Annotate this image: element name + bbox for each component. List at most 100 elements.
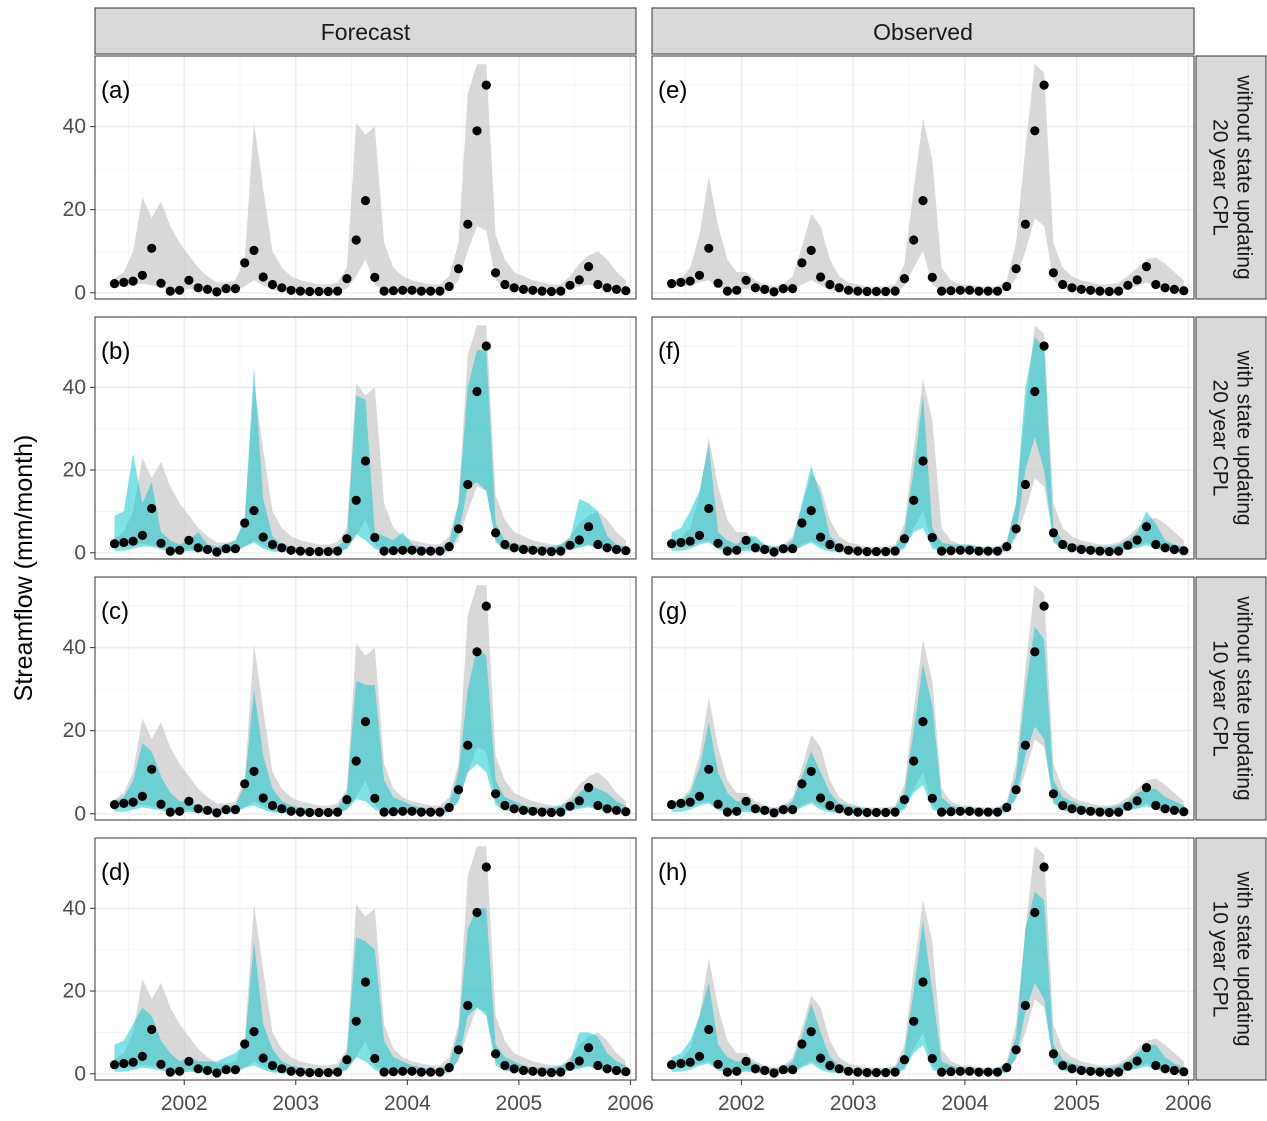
y-tick-label: 20 bbox=[63, 980, 86, 1003]
data-point bbox=[1132, 275, 1142, 285]
data-point bbox=[611, 805, 622, 816]
data-point bbox=[165, 807, 175, 817]
data-point bbox=[955, 1066, 965, 1076]
data-point bbox=[750, 804, 761, 814]
data-point bbox=[722, 807, 733, 817]
data-point bbox=[537, 1067, 547, 1077]
data-point bbox=[175, 285, 185, 295]
panel-label-4-2: (h) bbox=[658, 859, 687, 886]
data-point bbox=[370, 272, 380, 282]
data-point bbox=[351, 1016, 361, 1026]
data-point bbox=[1095, 807, 1105, 817]
data-point bbox=[147, 503, 157, 514]
data-point bbox=[137, 530, 147, 541]
data-point bbox=[713, 278, 723, 288]
data-point bbox=[834, 1064, 844, 1074]
data-point bbox=[147, 1024, 157, 1035]
data-point bbox=[1123, 1061, 1133, 1071]
data-point bbox=[221, 544, 231, 554]
data-point bbox=[481, 341, 491, 351]
data-point bbox=[816, 793, 826, 803]
data-point bbox=[323, 286, 333, 297]
data-point bbox=[518, 1065, 529, 1076]
data-point bbox=[416, 1067, 426, 1077]
data-point bbox=[937, 807, 947, 817]
data-point bbox=[1030, 907, 1040, 918]
teal-band-2-2 bbox=[671, 337, 1184, 553]
data-point bbox=[518, 805, 529, 816]
data-point bbox=[528, 806, 538, 816]
y-tick-label: 0 bbox=[74, 541, 86, 564]
panel-border-3-2 bbox=[651, 576, 1195, 821]
data-point bbox=[611, 1065, 622, 1076]
panel-label-2-2: (f) bbox=[658, 338, 681, 365]
data-point bbox=[1160, 1064, 1170, 1074]
data-point bbox=[1151, 1060, 1161, 1071]
data-point bbox=[286, 545, 296, 555]
data-point bbox=[267, 279, 278, 290]
teal-band-3-1 bbox=[114, 647, 626, 814]
y-tick-label: 40 bbox=[63, 376, 86, 399]
data-point bbox=[407, 806, 417, 816]
data-point bbox=[602, 804, 612, 814]
y-tick-label: 20 bbox=[63, 719, 86, 742]
data-point bbox=[360, 977, 371, 987]
data-point bbox=[509, 543, 519, 553]
data-point bbox=[676, 798, 686, 809]
panel-4-2: (h) bbox=[651, 837, 1195, 1081]
x-tick-label: 2003 bbox=[272, 1092, 319, 1115]
data-point bbox=[128, 536, 138, 546]
column-strip-2 bbox=[651, 7, 1195, 55]
data-point bbox=[453, 785, 464, 795]
data-point bbox=[342, 534, 352, 544]
data-point bbox=[862, 807, 872, 818]
y-tick-label: 0 bbox=[74, 802, 86, 825]
data-point bbox=[621, 807, 631, 817]
data-point bbox=[156, 278, 166, 288]
row-strip-label-4-1: with state updating bbox=[1233, 870, 1256, 1046]
data-point bbox=[741, 535, 751, 546]
y-tick-label: 40 bbox=[63, 897, 86, 920]
data-point bbox=[165, 286, 175, 296]
data-point bbox=[1179, 286, 1189, 296]
data-point bbox=[398, 545, 408, 555]
data-point bbox=[1076, 805, 1086, 816]
data-point bbox=[1011, 524, 1021, 534]
data-point bbox=[694, 1051, 705, 1061]
data-point bbox=[676, 537, 686, 548]
data-point bbox=[741, 796, 751, 806]
data-point bbox=[360, 196, 371, 206]
data-point bbox=[528, 1066, 538, 1076]
data-point bbox=[137, 1051, 147, 1061]
data-point bbox=[685, 797, 695, 807]
data-point bbox=[946, 286, 956, 296]
data-point bbox=[685, 276, 695, 286]
data-point bbox=[574, 535, 584, 545]
column-strip-1 bbox=[94, 7, 637, 55]
data-point bbox=[546, 1068, 557, 1078]
data-point bbox=[694, 530, 705, 541]
data-point bbox=[1114, 546, 1124, 556]
row-strip-label-2-1: with state updating bbox=[1233, 349, 1256, 525]
data-point bbox=[621, 286, 631, 296]
data-point bbox=[955, 806, 965, 816]
data-point bbox=[1179, 546, 1189, 556]
data-point bbox=[537, 546, 547, 556]
axes-layer: 0 20 40 0 20 40 0 20 40 0 20 40 2002 2003 2004 2005 2006… bbox=[63, 115, 1212, 1115]
data-point bbox=[398, 285, 408, 295]
data-point bbox=[1086, 285, 1096, 295]
data-point bbox=[927, 272, 937, 282]
data-point bbox=[193, 283, 203, 293]
data-point bbox=[1058, 1060, 1068, 1071]
data-point bbox=[444, 542, 454, 552]
data-point bbox=[565, 280, 575, 290]
data-point bbox=[927, 793, 937, 804]
data-point bbox=[843, 545, 854, 555]
data-point bbox=[500, 1060, 510, 1071]
data-point bbox=[1151, 279, 1161, 290]
data-point bbox=[500, 539, 510, 550]
data-point bbox=[788, 284, 798, 294]
row-strip-4 bbox=[1195, 837, 1267, 1081]
data-point bbox=[323, 807, 333, 818]
